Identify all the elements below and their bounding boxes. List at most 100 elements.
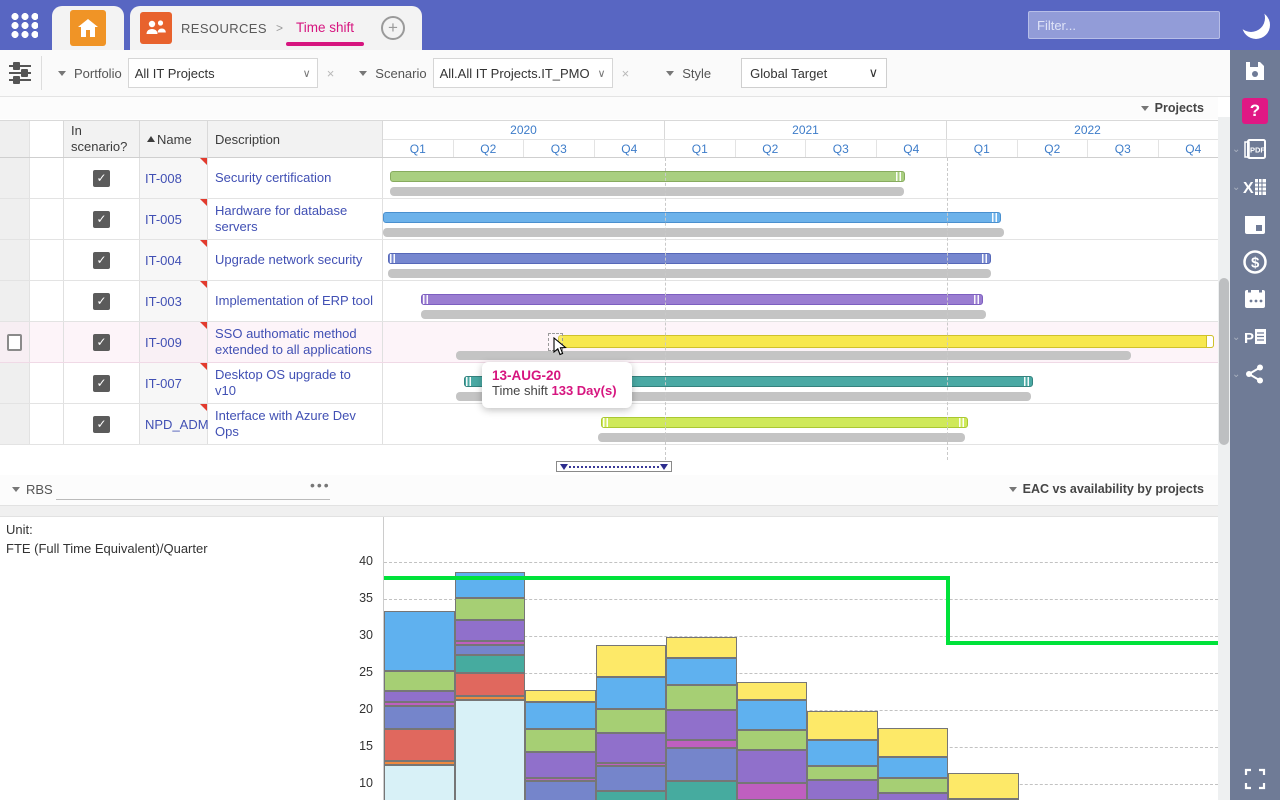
rbs-filter-field[interactable] <box>56 499 330 500</box>
slider-right-handle[interactable] <box>660 464 668 470</box>
in-scenario-cell[interactable]: ✓ <box>64 281 140 321</box>
scenario-combobox[interactable]: All.All IT Projects.IT_PMO ∨ <box>432 58 613 88</box>
tab-time-shift[interactable]: Time shift <box>285 20 365 46</box>
row-select-cell[interactable] <box>0 240 30 280</box>
in-scenario-checkbox[interactable]: ✓ <box>93 415 110 433</box>
project-description-cell[interactable]: SSO authomatic method extended to all ap… <box>208 322 383 362</box>
row-select-cell[interactable] <box>0 158 30 198</box>
row-select-cell[interactable] <box>0 322 30 362</box>
project-name-link[interactable]: IT-009 <box>140 322 208 362</box>
style-label[interactable]: Style <box>666 66 711 81</box>
project-description-cell[interactable]: Hardware for database servers <box>208 199 383 239</box>
row-select-checkbox[interactable] <box>7 333 22 351</box>
chevron-icon[interactable]: ⌄ <box>1232 143 1241 155</box>
rbs-panel-title[interactable]: RBS <box>12 482 53 497</box>
time-range-slider[interactable] <box>556 461 672 472</box>
row-select-cell[interactable] <box>0 404 30 444</box>
help-button[interactable]: ? <box>1230 94 1280 128</box>
slider-left-handle[interactable] <box>560 464 568 470</box>
project-description-cell[interactable]: Interface with Azure Dev Ops <box>208 404 383 444</box>
scrollbar-thumb[interactable] <box>1219 278 1229 445</box>
note-corner-marker <box>200 158 207 165</box>
in-scenario-checkbox[interactable]: ✓ <box>93 169 110 187</box>
table-row[interactable]: ✓ NPD_ADM Interface with Azure Dev Ops <box>0 404 1218 445</box>
in-scenario-column-header[interactable]: In scenario? <box>64 121 140 157</box>
gantt-bar[interactable] <box>421 294 983 305</box>
breadcrumb: RESOURCES <box>181 20 267 36</box>
gantt-bar[interactable] <box>464 376 1033 387</box>
table-row[interactable]: ✓ IT-005 Hardware for database servers <box>0 199 1218 240</box>
calendar-button[interactable] <box>1230 208 1280 242</box>
export-ppt-button[interactable]: ⌄ P <box>1230 320 1280 354</box>
breadcrumb-separator: > <box>275 21 283 35</box>
cost-button[interactable]: $ <box>1230 245 1280 279</box>
in-scenario-checkbox[interactable]: ✓ <box>93 333 110 351</box>
in-scenario-checkbox[interactable]: ✓ <box>93 210 110 228</box>
in-scenario-checkbox[interactable]: ✓ <box>93 251 110 269</box>
row-select-cell[interactable] <box>0 363 30 403</box>
save-button[interactable] <box>1230 54 1280 88</box>
chart-panel-title[interactable]: EAC vs availability by projects <box>1008 482 1204 496</box>
table-row[interactable]: ✓ IT-003 Implementation of ERP tool <box>0 281 1218 322</box>
resources-tab[interactable]: RESOURCES > Time shift + <box>130 6 422 50</box>
scenario-label[interactable]: Scenario <box>359 66 427 81</box>
projects-collapse-icon[interactable] <box>1140 105 1149 111</box>
in-scenario-cell[interactable]: ✓ <box>64 199 140 239</box>
note-corner-marker <box>200 322 207 329</box>
project-name-link[interactable]: IT-005 <box>140 199 208 239</box>
table-row[interactable]: ✓ IT-004 Upgrade network security <box>0 240 1218 281</box>
gantt-row <box>383 199 1218 239</box>
chevron-icon[interactable]: ⌄ <box>1232 368 1241 380</box>
table-row[interactable]: ✓ IT-008 Security certification <box>0 158 1218 199</box>
chevron-icon[interactable]: ⌄ <box>1232 331 1241 343</box>
portfolio-combobox[interactable]: All IT Projects ∨ <box>127 58 318 88</box>
rbs-menu-button[interactable]: ••• <box>310 477 331 493</box>
in-scenario-cell[interactable]: ✓ <box>64 158 140 198</box>
portfolio-clear-button[interactable]: × <box>326 65 335 81</box>
project-name-link[interactable]: IT-003 <box>140 281 208 321</box>
add-tab-button[interactable]: + <box>380 16 405 40</box>
filter-settings-icon[interactable] <box>9 62 31 84</box>
in-scenario-cell[interactable]: ✓ <box>64 240 140 280</box>
in-scenario-cell[interactable]: ✓ <box>64 322 140 362</box>
scenario-clear-button[interactable]: × <box>621 65 630 81</box>
in-scenario-checkbox[interactable]: ✓ <box>93 374 110 392</box>
app-grid-icon[interactable] <box>10 12 38 38</box>
project-name-link[interactable]: IT-007 <box>140 363 208 403</box>
vertical-scrollbar[interactable] <box>1218 117 1230 800</box>
gantt-bar[interactable] <box>390 171 905 182</box>
project-name-link[interactable]: NPD_ADM <box>140 404 209 444</box>
chevron-icon[interactable]: ⌄ <box>1232 181 1241 193</box>
project-description-cell[interactable]: Implementation of ERP tool <box>208 281 383 321</box>
row-select-cell[interactable] <box>0 199 30 239</box>
export-pdf-button[interactable]: ⌄ PDF <box>1230 132 1280 166</box>
home-tab[interactable] <box>52 6 124 50</box>
style-select[interactable]: Global Target ∨ <box>741 58 888 88</box>
filter-input[interactable] <box>1028 11 1220 39</box>
portfolio-label[interactable]: Portfolio <box>58 66 122 81</box>
export-excel-button[interactable]: ⌄ X <box>1230 170 1280 204</box>
project-name-link[interactable]: IT-004 <box>140 240 208 280</box>
svg-text:$: $ <box>1251 255 1260 272</box>
project-description-cell[interactable]: Security certification <box>208 158 383 198</box>
gantt-bar[interactable] <box>558 335 1214 348</box>
in-scenario-cell[interactable]: ✓ <box>64 404 140 444</box>
project-description-cell[interactable]: Desktop OS upgrade to v10 <box>208 363 383 403</box>
fullscreen-button[interactable] <box>1230 762 1280 796</box>
project-name-link[interactable]: IT-008 <box>140 158 208 198</box>
gantt-quarter-header: Q4 <box>877 140 947 157</box>
share-button[interactable]: ⌄ <box>1230 357 1280 391</box>
in-scenario-checkbox[interactable]: ✓ <box>93 292 110 310</box>
schedule-button[interactable] <box>1230 282 1280 316</box>
gantt-bar[interactable] <box>601 417 968 428</box>
in-scenario-cell[interactable]: ✓ <box>64 363 140 403</box>
description-column-header[interactable]: Description <box>208 121 383 157</box>
gantt-bar[interactable] <box>388 253 991 264</box>
table-row[interactable]: ✓ IT-009 SSO authomatic method extended to… <box>0 322 1218 363</box>
gantt-bar[interactable] <box>383 212 1001 223</box>
row-select-cell[interactable] <box>0 281 30 321</box>
name-column-header[interactable]: Name <box>140 121 208 157</box>
svg-text:PDF: PDF <box>1250 146 1265 155</box>
project-description-cell[interactable]: Upgrade network security <box>208 240 383 280</box>
sciforma-logo[interactable] <box>1230 0 1280 50</box>
